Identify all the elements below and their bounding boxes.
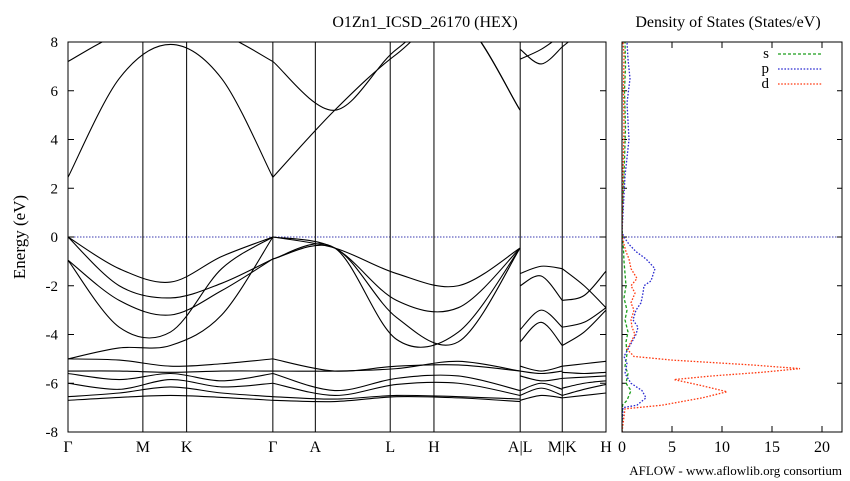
band-line — [272, 394, 521, 400]
band-line — [68, 379, 273, 390]
legend-label: d — [762, 76, 770, 92]
k-point-label: K — [181, 439, 193, 456]
dos-x-tick-label: 20 — [814, 439, 830, 456]
band-line — [562, 383, 606, 396]
band-line — [272, 244, 521, 346]
band-line — [562, 360, 606, 367]
k-point-label: M — [136, 439, 150, 456]
y-tick-label: -2 — [46, 279, 59, 295]
band-line — [68, 370, 273, 373]
dos-x-tick-label: 5 — [668, 439, 676, 456]
band-line — [272, 360, 521, 372]
legend-label: p — [762, 61, 770, 77]
band-line — [562, 392, 606, 399]
band-line — [68, 358, 273, 367]
band-line — [520, 394, 563, 401]
band-line — [272, 358, 521, 372]
dos-title: Density of States (States/eV) — [635, 14, 820, 31]
bands-group — [68, 18, 606, 403]
band-line — [562, 375, 606, 379]
y-tick-label: 4 — [51, 133, 59, 149]
band-line — [562, 18, 606, 40]
y-tick-label: -4 — [46, 328, 59, 344]
band-line — [272, 372, 521, 392]
band-line — [520, 370, 563, 375]
band-line — [519, 42, 554, 60]
band-line — [68, 236, 274, 283]
band-structure-plot: Γ M K Γ A L H A|L M|K H -8 -6 -4 -2 0 2 4 6 8 — [46, 18, 613, 456]
band-line — [68, 236, 274, 339]
band-line — [561, 309, 606, 346]
band-line — [519, 387, 563, 396]
k-point-label: Γ — [268, 439, 277, 456]
band-line — [519, 46, 563, 65]
y-tick-label: 0 — [51, 230, 59, 246]
legend-label: s — [763, 46, 769, 62]
y-tick-label: -8 — [46, 425, 59, 441]
k-point-label: A — [310, 439, 322, 456]
band-structure-title: O1Zn1_ICSD_26170 (HEX) — [332, 14, 517, 31]
band-line — [68, 236, 274, 360]
k-point-label: H — [600, 439, 612, 456]
band-line — [519, 321, 563, 346]
k-point-label: A|L — [508, 439, 533, 456]
dos-plot: 0 5 10 15 20 spd — [618, 41, 843, 456]
band-line — [562, 380, 606, 389]
dos-x-tick-label: 10 — [714, 439, 730, 456]
k-point-label: L — [385, 439, 395, 456]
band-line — [562, 307, 606, 328]
band-line — [562, 270, 606, 301]
band-line — [520, 265, 563, 275]
y-tick-label: 8 — [51, 35, 59, 51]
dos-series-s — [622, 42, 632, 432]
band-line — [520, 375, 563, 382]
bands-frame — [67, 41, 607, 433]
band-line — [272, 243, 521, 348]
band-line — [68, 386, 273, 398]
band-line — [68, 236, 274, 299]
band-line — [561, 42, 570, 48]
k-point-label: M|K — [548, 439, 577, 456]
dos-frame — [621, 41, 843, 433]
dos-x-tick-label: 15 — [764, 439, 780, 456]
band-line — [562, 371, 606, 375]
band-line — [272, 42, 521, 178]
y-tick-label: 2 — [51, 181, 59, 197]
dos-series-p — [622, 42, 656, 432]
band-line — [68, 258, 274, 316]
band-line — [272, 42, 521, 111]
band-line — [520, 365, 563, 372]
band-line — [519, 382, 563, 392]
band-line — [68, 372, 273, 382]
footer-credit: AFLOW - www.aflowlib.org consortium — [629, 463, 842, 478]
band-line — [68, 43, 274, 178]
band-line — [519, 309, 563, 331]
y-axis-label: Energy (eV) — [10, 195, 29, 279]
y-tick-label: 6 — [51, 84, 59, 100]
band-line — [561, 268, 606, 309]
band-line — [68, 42, 274, 62]
y-tick-label: -6 — [46, 376, 59, 392]
band-line — [272, 395, 521, 403]
band-line — [272, 381, 521, 396]
band-line — [68, 394, 273, 401]
k-point-label: H — [428, 439, 440, 456]
band-line — [272, 236, 521, 313]
band-line — [519, 275, 563, 301]
dos-x-tick-label: 0 — [618, 439, 626, 456]
k-point-label: Γ — [63, 439, 72, 456]
